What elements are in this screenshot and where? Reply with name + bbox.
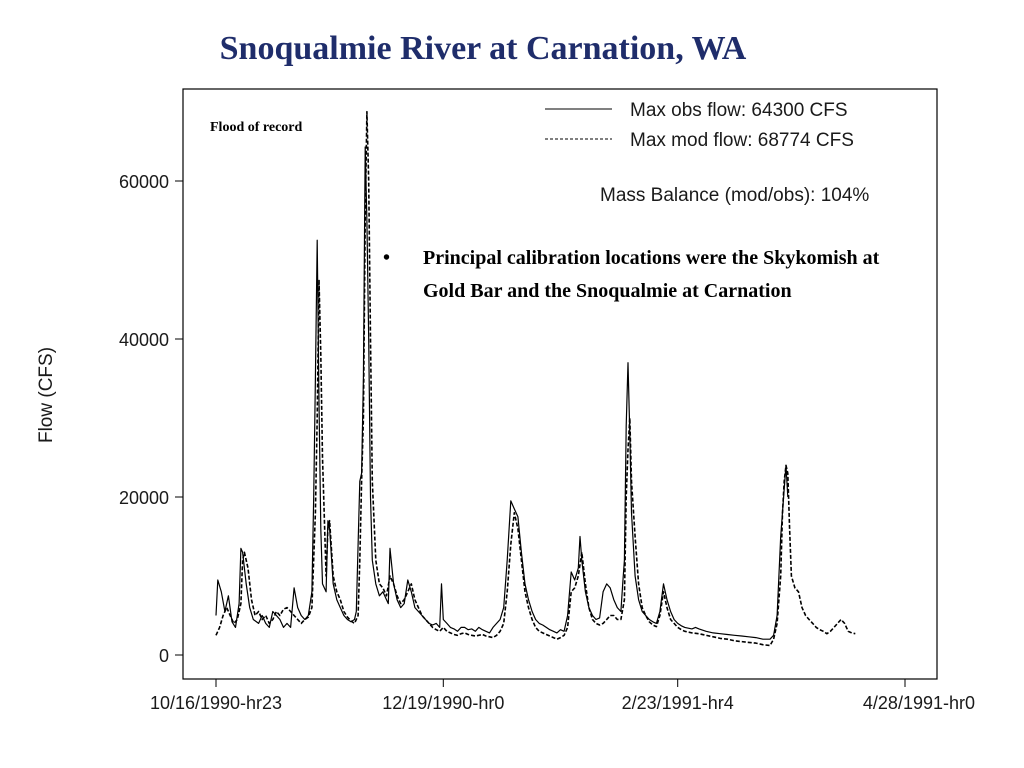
y-tick-label: 60000 (119, 172, 169, 192)
bullet-text: Principal calibration locations were the… (423, 247, 880, 302)
observed-flow-line (215, 146, 789, 640)
mass-balance-annotation: Mass Balance (mod/obs): 104% (600, 185, 869, 206)
series-layer (215, 110, 856, 647)
x-tick-label: 10/16/1990-hr23 (150, 693, 282, 713)
x-tick-label: 2/23/1991-hr4 (622, 693, 734, 713)
x-tick-label: 4/28/1991-hr0 (863, 693, 975, 713)
y-axis: 0 20000 40000 60000 (119, 172, 183, 666)
y-tick-label: 40000 (119, 330, 169, 350)
y-tick-label: 20000 (119, 488, 169, 508)
y-tick-label: 0 (159, 646, 169, 666)
bullet-symbol: • (383, 247, 391, 269)
x-axis: 10/16/1990-hr23 12/19/1990-hr0 2/23/1991-h… (150, 679, 975, 713)
slide-title: Snoqualmie River at Carnation, WA (219, 30, 747, 67)
plot-frame (182, 88, 938, 680)
modeled-flow-line (215, 110, 856, 647)
legend-obs-label: Max obs flow: 64300 CFS (630, 100, 848, 121)
y-axis-title: Flow (CFS) (36, 347, 57, 443)
legend-mod-label: Max mod flow: 68774 CFS (630, 130, 854, 151)
flood-of-record-annotation: Flood of record (210, 120, 302, 135)
bullet-point: • Principal calibration locations were t… (383, 242, 913, 308)
legend: Max obs flow: 64300 CFS Max mod flow: 68… (545, 100, 854, 151)
x-tick-label: 12/19/1990-hr0 (382, 693, 504, 713)
